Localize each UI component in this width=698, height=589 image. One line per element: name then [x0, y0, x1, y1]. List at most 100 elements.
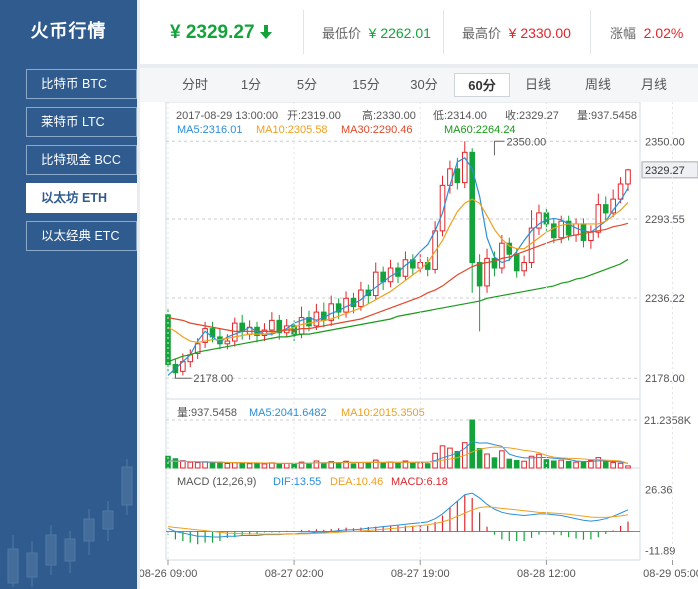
- volume-bar: [580, 461, 587, 469]
- volume-bar: [536, 453, 542, 469]
- volume-bar: [447, 447, 453, 469]
- y-tick-label: 2236.22: [645, 293, 685, 305]
- candle: [491, 257, 498, 269]
- volume-bar: [380, 462, 386, 469]
- info-close: 收:2329.27: [505, 108, 559, 122]
- candle: [372, 271, 379, 297]
- macd-tick-label: -11.89: [645, 545, 675, 557]
- ma-line-ma5: [167, 157, 629, 376]
- candle: [447, 168, 453, 186]
- candle: [602, 204, 609, 214]
- tab-weekly[interactable]: 周线: [584, 77, 611, 92]
- volume-bar: [372, 459, 379, 469]
- volume-bar: [387, 461, 394, 469]
- volume-bar: [476, 448, 483, 469]
- candle: [276, 319, 283, 334]
- volume-bar: [573, 461, 579, 469]
- candle: [202, 328, 208, 343]
- candle: [335, 303, 342, 313]
- volume-bar: [565, 460, 572, 469]
- candle: [224, 340, 231, 345]
- sidebar-item-bcc[interactable]: 比特现金 BCC: [26, 145, 137, 175]
- candle: [402, 259, 409, 277]
- candle: [269, 319, 275, 331]
- candle: [454, 168, 461, 184]
- period-tabs: 分时 1分 5分 15分 30分 60分 日线 周线 月线: [140, 68, 698, 102]
- volume-bar: [395, 462, 401, 469]
- candle: [595, 204, 602, 233]
- candle: [313, 311, 320, 327]
- change-label: 涨幅: [610, 26, 637, 41]
- tab-1min[interactable]: 1分: [240, 77, 262, 92]
- tab-daily[interactable]: 日线: [524, 77, 551, 92]
- candle: [580, 223, 587, 241]
- candle: [506, 242, 513, 255]
- candle: [536, 212, 542, 229]
- volume-bar: [625, 465, 631, 469]
- sidebar-item-btc[interactable]: 比特币 BTC: [26, 69, 137, 99]
- volume-bar: [358, 462, 364, 469]
- volume-bar: [602, 461, 609, 469]
- y-tick-label: 2293.55: [645, 214, 685, 226]
- tab-15min[interactable]: 15分: [352, 77, 380, 92]
- volume-bar: [506, 458, 513, 469]
- candle: [194, 343, 201, 354]
- candle: [476, 262, 483, 287]
- candle: [625, 169, 631, 185]
- candle: [521, 262, 527, 272]
- volume-bar: [276, 463, 283, 469]
- ma-label-ma5: MA5:2316.01: [177, 124, 242, 136]
- macd-dif-line: [167, 492, 629, 538]
- volume-bar: [365, 462, 372, 469]
- app-title: 火币行情: [30, 21, 107, 41]
- macd-dif-label: DIF:13.55: [273, 476, 321, 488]
- volume-bar: [283, 462, 290, 469]
- volume-bar: [187, 461, 194, 469]
- ma-line-ma10: [167, 198, 629, 344]
- tab-timeshare[interactable]: 分时: [181, 77, 208, 92]
- candle: [343, 297, 349, 313]
- candle: [499, 242, 505, 269]
- volume-bar: [261, 463, 268, 469]
- candle: [306, 317, 312, 327]
- candle: [558, 220, 565, 239]
- sidebar-item-eth[interactable]: 以太坊 ETH: [26, 183, 137, 213]
- price-value: 2329.27: [185, 22, 255, 43]
- candle: [439, 184, 446, 232]
- chart-area: 2350.00 2293.55 2236.22 2178.00 2017-08-29 1…: [140, 102, 698, 589]
- max-price-label: 2350.00: [506, 136, 546, 148]
- ma-line-ma60: [167, 258, 629, 363]
- volume-bar: [246, 463, 253, 469]
- tab-5min[interactable]: 5分: [296, 77, 318, 92]
- tab-monthly[interactable]: 月线: [640, 77, 667, 92]
- y-tick-label: 2350.00: [645, 136, 685, 148]
- volume-bar: [313, 460, 320, 469]
- volume-bar: [528, 455, 535, 469]
- volume-bar: [617, 462, 624, 469]
- volume-bar: [217, 461, 223, 469]
- sidebar-item-etc[interactable]: 以太经典 ETC: [26, 221, 137, 251]
- volume-bar: [491, 457, 498, 469]
- current-price: ¥ 2329.27: [170, 0, 320, 64]
- change-rate: 涨幅 2.02%: [610, 0, 683, 64]
- volume-tick-label: 21.2358K: [644, 415, 692, 427]
- info-low: 低:2314.00: [433, 109, 487, 122]
- max-price-pointer: [493, 140, 505, 156]
- volume-bar: [254, 462, 260, 469]
- candle: [165, 314, 171, 365]
- low-label: 最低价: [322, 26, 362, 41]
- macd-value-label: MACD:6.18: [391, 476, 448, 488]
- kline-chart[interactable]: 2350.00 2293.55 2236.22 2178.00 2017-08-29 1…: [140, 102, 698, 589]
- tab-60min[interactable]: 60分: [454, 73, 510, 97]
- tab-30min[interactable]: 30分: [410, 77, 438, 92]
- volume-bar: [209, 462, 216, 469]
- volume-bar: [224, 462, 231, 469]
- last-price-label: 2329.27: [645, 165, 685, 177]
- volume-bar: [454, 450, 461, 469]
- x-tick-label: 08-26 09:00: [140, 568, 197, 580]
- ma-label-ma10: MA10:2305.58: [256, 124, 328, 136]
- min-price-pointer: [174, 368, 192, 379]
- sidebar-item-ltc[interactable]: 莱特币 LTC: [26, 107, 137, 137]
- volume-bar: [328, 461, 335, 469]
- volume-bar: [231, 462, 238, 469]
